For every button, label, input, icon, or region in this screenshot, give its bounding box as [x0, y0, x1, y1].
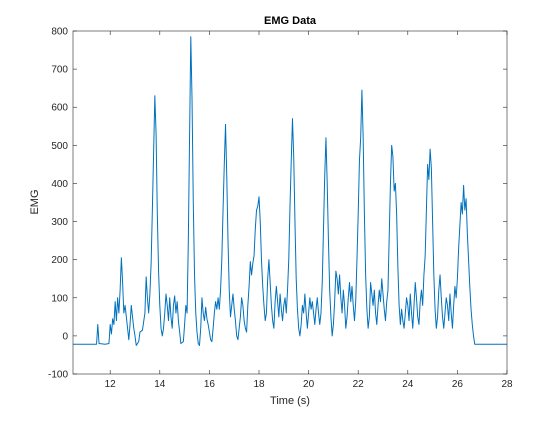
x-tick-label: 24 [402, 379, 414, 390]
y-axis-label: EMG [29, 189, 41, 214]
y-tick-label: 100 [51, 293, 68, 304]
y-tick-label: -100 [48, 370, 68, 381]
x-tick-label: 28 [501, 379, 513, 390]
x-tick-label: 18 [253, 379, 265, 390]
y-tick-label: 400 [51, 179, 68, 190]
x-tick-label: 26 [452, 379, 464, 390]
x-tick-label: 22 [353, 379, 365, 390]
y-tick-label: 300 [51, 217, 68, 228]
y-tick-label: 800 [51, 27, 68, 38]
x-axis-label: Time (s) [270, 395, 310, 407]
x-tick-label: 12 [105, 379, 117, 390]
y-tick-label: 200 [51, 255, 68, 266]
x-tick-label: 14 [154, 379, 166, 390]
plot-box [72, 30, 508, 375]
y-tick-label: 500 [51, 141, 68, 152]
y-tick-label: 700 [51, 65, 68, 76]
y-tick-label: 600 [51, 103, 68, 114]
x-tick-label: 16 [204, 379, 216, 390]
y-tick-label: 0 [62, 331, 68, 342]
chart-title: EMG Data [264, 15, 317, 27]
emg-series-line [73, 36, 507, 346]
x-tick-label: 20 [303, 379, 315, 390]
